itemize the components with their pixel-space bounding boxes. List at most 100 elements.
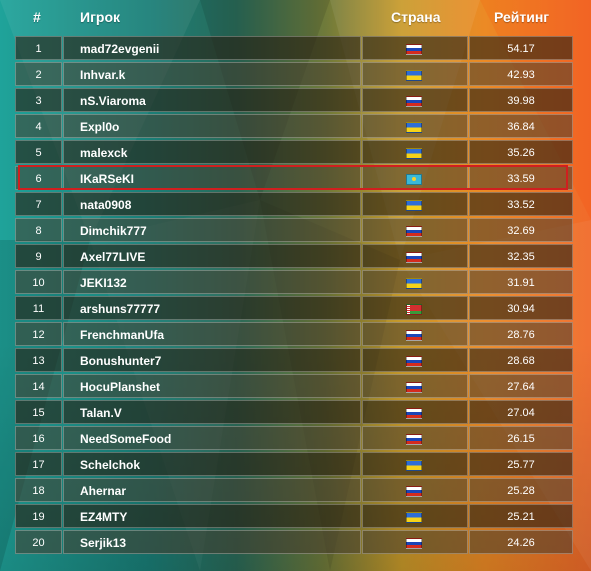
rank-cell: 17 — [15, 452, 62, 476]
rating-cell: 25.21 — [469, 504, 573, 528]
rank-cell: 15 — [15, 400, 62, 424]
rating-cell: 27.64 — [469, 374, 573, 398]
rank-cell: 4 — [15, 114, 62, 138]
rank-cell: 7 — [15, 192, 62, 216]
country-cell — [362, 244, 468, 268]
rank-cell: 1 — [15, 36, 62, 60]
player-name-cell: arshuns77777 — [63, 296, 361, 320]
country-cell — [362, 36, 468, 60]
country-cell — [362, 62, 468, 86]
player-name-cell: mad72evgenii — [63, 36, 361, 60]
ru-flag-icon — [406, 96, 422, 107]
ua-flag-icon — [406, 200, 422, 211]
ru-flag-icon — [406, 382, 422, 393]
rank-cell: 13 — [15, 348, 62, 372]
country-cell — [362, 88, 468, 112]
leaderboard-table: 1 mad72evgenii 54.17 2 Inhvar.k 42.93 3 nS.Viar… — [15, 36, 573, 556]
ru-flag-icon — [406, 408, 422, 419]
rating-cell: 25.28 — [469, 478, 573, 502]
ua-flag-icon — [406, 460, 422, 471]
rank-cell: 12 — [15, 322, 62, 346]
table-row: 19 EZ4MTY 25.21 — [15, 504, 573, 528]
rating-cell: 39.98 — [469, 88, 573, 112]
country-cell — [362, 530, 468, 554]
player-name-cell: Bonushunter7 — [63, 348, 361, 372]
player-name-cell: malexck — [63, 140, 361, 164]
kz-flag-icon — [406, 174, 422, 185]
table-row: 4 Expl0o 36.84 — [15, 114, 573, 138]
rating-cell: 32.69 — [469, 218, 573, 242]
rating-cell: 25.77 — [469, 452, 573, 476]
table-row: 8 Dimchik777 32.69 — [15, 218, 573, 242]
country-cell — [362, 140, 468, 164]
rank-cell: 5 — [15, 140, 62, 164]
rank-cell: 6 — [15, 166, 62, 190]
rating-cell: 27.04 — [469, 400, 573, 424]
player-name-cell: Serjik13 — [63, 530, 361, 554]
country-cell — [362, 322, 468, 346]
rating-cell: 31.91 — [469, 270, 573, 294]
ru-flag-icon — [406, 486, 422, 497]
header-rating: Рейтинг — [494, 9, 550, 25]
table-row: 7 nata0908 33.52 — [15, 192, 573, 216]
player-name-cell: FrenchmanUfa — [63, 322, 361, 346]
table-header: # Игрок Страна Рейтинг — [0, 0, 591, 36]
table-row: 16 NeedSomeFood 26.15 — [15, 426, 573, 450]
table-row: 13 Bonushunter7 28.68 — [15, 348, 573, 372]
player-name-cell: NeedSomeFood — [63, 426, 361, 450]
player-name-cell: nata0908 — [63, 192, 361, 216]
table-row: 20 Serjik13 24.26 — [15, 530, 573, 554]
country-cell — [362, 426, 468, 450]
rank-cell: 3 — [15, 88, 62, 112]
rating-cell: 54.17 — [469, 36, 573, 60]
country-cell — [362, 296, 468, 320]
rating-cell: 35.26 — [469, 140, 573, 164]
ru-flag-icon — [406, 252, 422, 263]
rating-cell: 33.52 — [469, 192, 573, 216]
ua-flag-icon — [406, 278, 422, 289]
rank-cell: 8 — [15, 218, 62, 242]
player-name-cell: Talan.V — [63, 400, 361, 424]
country-cell — [362, 504, 468, 528]
player-name-cell: JEKI132 — [63, 270, 361, 294]
header-player: Игрок — [80, 9, 121, 25]
ru-flag-icon — [406, 330, 422, 341]
rank-cell: 10 — [15, 270, 62, 294]
ru-flag-icon — [406, 44, 422, 55]
table-row: 10 JEKI132 31.91 — [15, 270, 573, 294]
rating-cell: 42.93 — [469, 62, 573, 86]
rating-cell: 30.94 — [469, 296, 573, 320]
country-cell — [362, 166, 468, 190]
table-row: 9 Axel77LIVE 32.35 — [15, 244, 573, 268]
ru-flag-icon — [406, 434, 422, 445]
rank-cell: 20 — [15, 530, 62, 554]
rank-cell: 11 — [15, 296, 62, 320]
header-rank: # — [33, 9, 41, 25]
table-row: 11 arshuns77777 30.94 — [15, 296, 573, 320]
ru-flag-icon — [406, 538, 422, 549]
rating-cell: 32.35 — [469, 244, 573, 268]
country-cell — [362, 270, 468, 294]
player-name-cell: Ahernar — [63, 478, 361, 502]
rating-cell: 24.26 — [469, 530, 573, 554]
player-name-cell: IKaRSeKI — [63, 166, 361, 190]
table-row: 3 nS.Viaroma 39.98 — [15, 88, 573, 112]
rank-cell: 2 — [15, 62, 62, 86]
country-cell — [362, 400, 468, 424]
country-cell — [362, 218, 468, 242]
player-name-cell: Schelchok — [63, 452, 361, 476]
country-cell — [362, 192, 468, 216]
table-row: 17 Schelchok 25.77 — [15, 452, 573, 476]
ua-flag-icon — [406, 512, 422, 523]
rank-cell: 18 — [15, 478, 62, 502]
player-name-cell: Expl0o — [63, 114, 361, 138]
rating-cell: 28.68 — [469, 348, 573, 372]
table-row: 18 Ahernar 25.28 — [15, 478, 573, 502]
rating-cell: 28.76 — [469, 322, 573, 346]
rank-cell: 16 — [15, 426, 62, 450]
player-name-cell: HocuPlanshet — [63, 374, 361, 398]
rank-cell: 14 — [15, 374, 62, 398]
player-name-cell: nS.Viaroma — [63, 88, 361, 112]
table-row: 6 IKaRSeKI 33.59 — [15, 166, 573, 190]
rating-cell: 36.84 — [469, 114, 573, 138]
